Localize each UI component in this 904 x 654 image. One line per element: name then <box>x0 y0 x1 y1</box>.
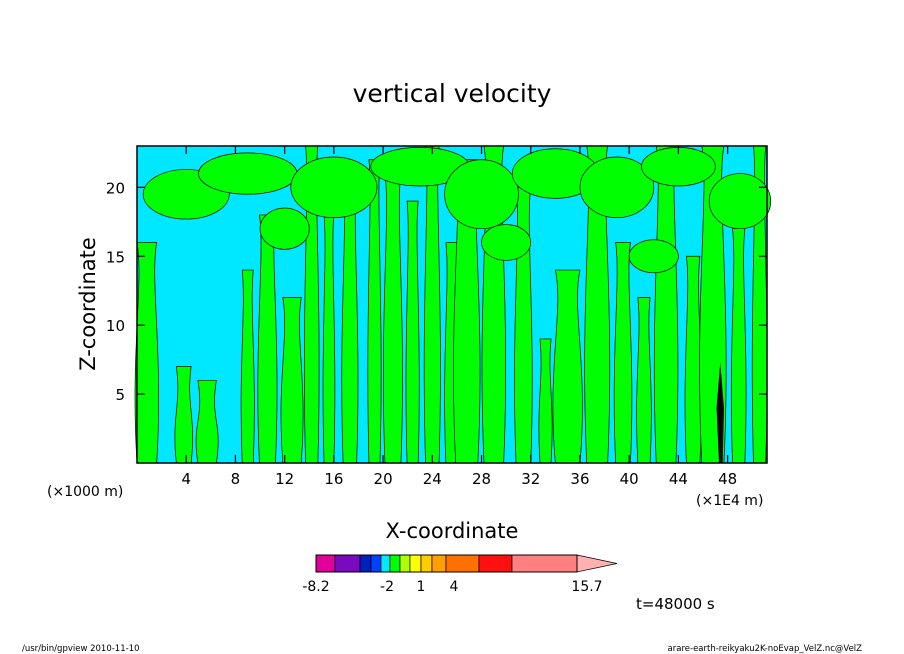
colorbar-tick-label: 1 <box>417 579 426 595</box>
x-tick-label: 36 <box>570 470 589 488</box>
x-axis-label: X-coordinate <box>386 519 519 543</box>
x-tick-label: 28 <box>472 470 491 488</box>
chart-title: vertical velocity <box>353 79 552 108</box>
updraft-region <box>174 366 193 464</box>
colorbar-segment <box>315 554 336 573</box>
plot-frame <box>136 145 768 464</box>
colorbar-segment <box>409 554 422 573</box>
y-tick-label: 5 <box>115 386 125 404</box>
colorbar-segment <box>511 554 578 573</box>
updraft-region <box>195 379 219 464</box>
updraft-region <box>341 186 359 464</box>
updraft-region <box>405 200 420 464</box>
y-axis-ticks: 5 10 15 20 <box>106 179 767 404</box>
x-unit-right: (×1E4 m) <box>696 493 763 509</box>
footer-right: arare-earth-reikyaku2K-noEvap_VelZ.nc@Ve… <box>668 644 863 654</box>
updraft-region <box>730 228 747 464</box>
x-tick-label: 40 <box>620 470 639 488</box>
updraft-region <box>538 338 553 464</box>
x-tick-label: 20 <box>374 470 393 488</box>
x-tick-label: 4 <box>181 470 191 488</box>
colorbar-extend-arrow <box>576 554 618 573</box>
updraft-region <box>423 145 441 464</box>
colorbar-tick-label: 15.7 <box>571 579 602 595</box>
colorbar-segment <box>399 554 411 573</box>
colorbar-tick-label: 4 <box>450 579 459 595</box>
updraft-region <box>280 297 304 464</box>
y-tick-label: 15 <box>106 248 125 266</box>
colorbar-segment <box>478 554 513 573</box>
x-tick-label: 8 <box>231 470 241 488</box>
strong-updraft-core <box>716 362 724 463</box>
x-axis-ticks: 4 8 12 16 20 24 28 32 36 40 44 48 <box>181 146 737 488</box>
updraft-region <box>684 255 702 464</box>
updraft-region <box>257 214 278 464</box>
colorbar-segment <box>380 554 391 573</box>
updraft-region <box>481 224 532 261</box>
updraft-region <box>322 214 336 464</box>
colorbar-tick-label: -2 <box>380 579 394 595</box>
updraft-region <box>653 145 679 464</box>
updraft-region <box>636 297 652 464</box>
colorbar-segment <box>431 554 447 573</box>
x-tick-label: 32 <box>521 470 540 488</box>
updraft-region <box>444 159 519 230</box>
velocity-field <box>134 145 772 464</box>
x-unit-left: (×1000 m) <box>47 484 123 500</box>
updraft-region <box>240 269 255 464</box>
x-tick-label: 24 <box>423 470 442 488</box>
colorbar-segment <box>389 554 401 573</box>
updraft-region <box>134 242 160 464</box>
y-tick-label: 10 <box>106 317 125 335</box>
colorbar-tick-label: -8.2 <box>302 579 329 595</box>
x-tick-label: 16 <box>324 470 343 488</box>
footer-left: /usr/bin/gpview 2010-11-10 <box>22 644 140 654</box>
colorbar <box>315 554 618 573</box>
updraft-region <box>198 152 298 195</box>
updraft-region <box>708 173 772 230</box>
updraft-region <box>628 239 679 274</box>
y-tick-label: 20 <box>106 179 125 197</box>
colorbar-segment <box>420 554 433 573</box>
colorbar-tick-labels: -8.2 -2 1 4 15.7 <box>302 579 602 595</box>
updraft-region <box>367 159 382 464</box>
x-tick-label: 48 <box>718 470 737 488</box>
updraft-region <box>290 156 378 219</box>
updraft-region <box>579 156 655 219</box>
y-axis-label: Z-coordinate <box>76 237 100 371</box>
updraft-region <box>382 173 403 464</box>
updraft-region <box>552 269 583 464</box>
updraft-region <box>259 207 310 250</box>
colorbar-segment <box>359 554 372 573</box>
colorbar-segment <box>334 554 361 573</box>
updraft-region <box>613 242 633 464</box>
colorbar-segment <box>445 554 480 573</box>
x-tick-label: 44 <box>669 470 688 488</box>
time-annotation: t=48000 s <box>636 595 715 613</box>
x-tick-label: 12 <box>275 470 294 488</box>
colorbar-segment <box>370 554 382 573</box>
colorbar-frame <box>315 554 578 573</box>
